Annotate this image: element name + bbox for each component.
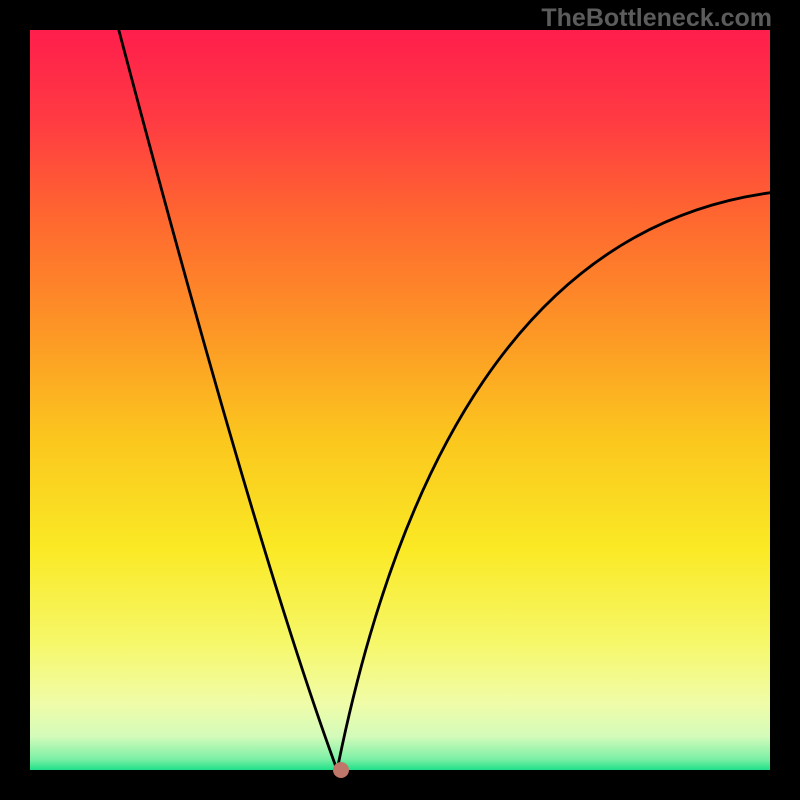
chart-container: TheBottleneck.com	[0, 0, 800, 800]
optimum-marker	[333, 762, 349, 778]
watermark-text: TheBottleneck.com	[541, 4, 772, 33]
gradient-background	[30, 30, 770, 770]
